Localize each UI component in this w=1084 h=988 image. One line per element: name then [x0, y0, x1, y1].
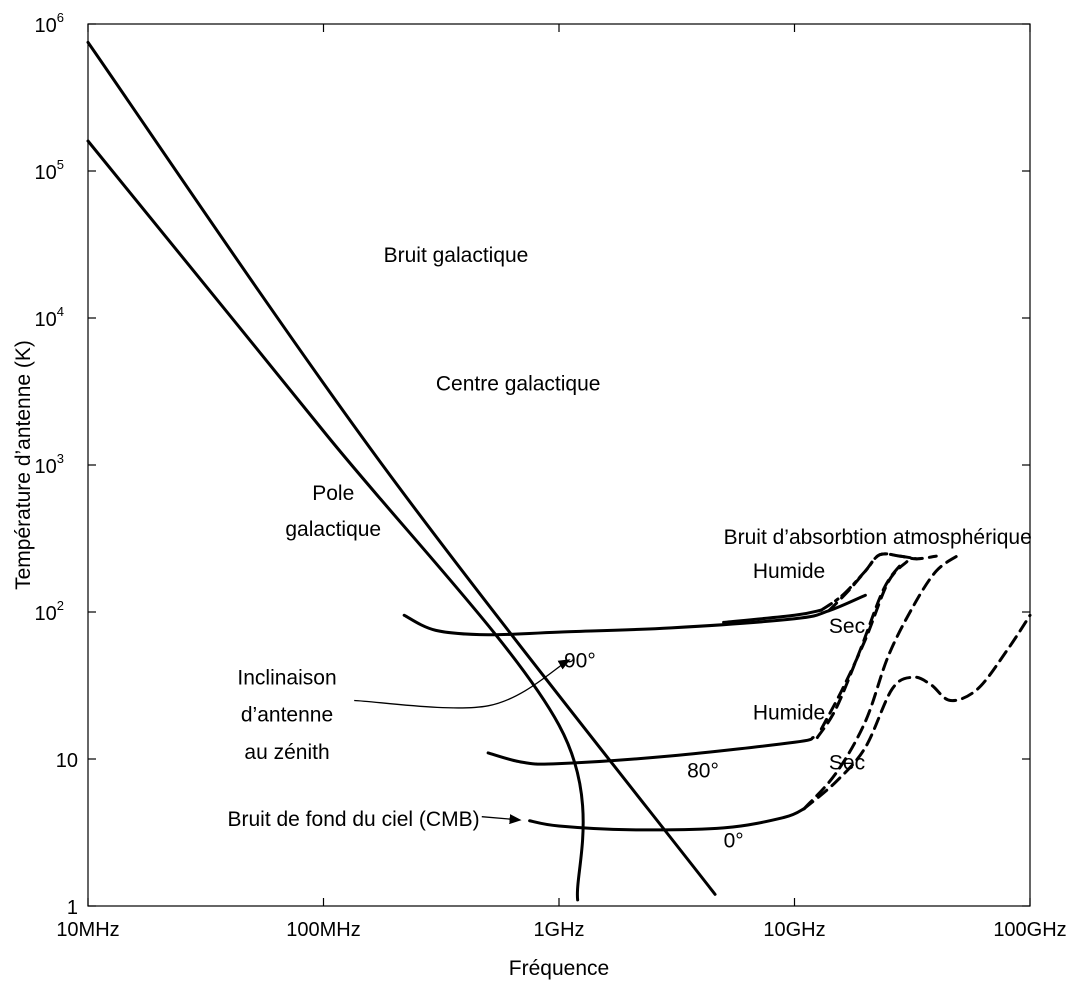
x-axis-title: Fréquence: [509, 957, 609, 980]
series-line-3: [402, 593, 867, 637]
annotation-label-3: Pole: [312, 482, 354, 505]
y-tick-label: 104: [35, 304, 64, 331]
y-tick-label: 103: [35, 451, 64, 478]
series-line-4: [722, 608, 823, 624]
annotation-label-11: au zénith: [244, 741, 329, 764]
annotations-group: Bruit galactique Centre galactique Pole gal…: [227, 244, 1031, 852]
y-tick-label: 1: [67, 897, 78, 919]
annotation-arrows: [354, 659, 571, 825]
series-line-8: [819, 552, 919, 612]
y-tick-label: 10: [56, 750, 78, 772]
series-line-1: [86, 40, 717, 896]
annotation-label-14: 80°: [687, 759, 719, 782]
annotation-label-9: Inclinaison: [237, 667, 336, 690]
series-line-7: [827, 552, 938, 613]
x-tick-label: 100MHz: [286, 919, 360, 941]
annotation-label-8: 90°: [564, 649, 596, 672]
annotation-label-7: Sec: [829, 615, 865, 638]
y-tick-label: 102: [35, 598, 64, 625]
annotation-arrow-1: [354, 659, 571, 709]
annotation-arrow-2: [481, 814, 522, 825]
x-tick-label: 1GHz: [533, 919, 584, 941]
series-line-6: [528, 807, 806, 832]
series-line-12: [802, 553, 961, 811]
series-line-10: [815, 560, 905, 740]
y-tick-label: 106: [35, 10, 64, 37]
series-group: [86, 40, 1032, 902]
annotation-label-4: galactique: [285, 518, 381, 541]
annotation-label-13: Sec: [829, 751, 865, 774]
x-tick-label: 10MHz: [56, 919, 119, 941]
axis-ticks: 10MHz 100MHz 1GHz 10GHz 100GHz 1 10 102 103 104 10…: [35, 10, 1067, 941]
annotation-label-12: Humide: [753, 702, 825, 725]
x-tick-label: 100GHz: [993, 919, 1066, 941]
series-line-2: [86, 139, 585, 902]
x-tick-label: 10GHz: [763, 919, 825, 941]
annotation-label-10: d’antenne: [241, 703, 333, 726]
annotation-label-16: 0°: [724, 830, 744, 853]
annotation-label-5: Bruit d’absorbtion atmosphérique: [724, 526, 1032, 549]
y-tick-label: 105: [35, 157, 64, 184]
plot-area-frame: [87, 23, 1031, 907]
y-axis-title: Température d’antenne (K): [12, 340, 35, 590]
annotation-label-2: Centre galactique: [436, 373, 601, 396]
series-line-11: [802, 613, 1032, 811]
series-line-5: [486, 736, 815, 766]
annotation-label-6: Humide: [753, 560, 825, 583]
annotation-label-15: Bruit de fond du ciel (CMB): [227, 808, 479, 831]
annotation-label-1: Bruit galactique: [384, 244, 529, 267]
